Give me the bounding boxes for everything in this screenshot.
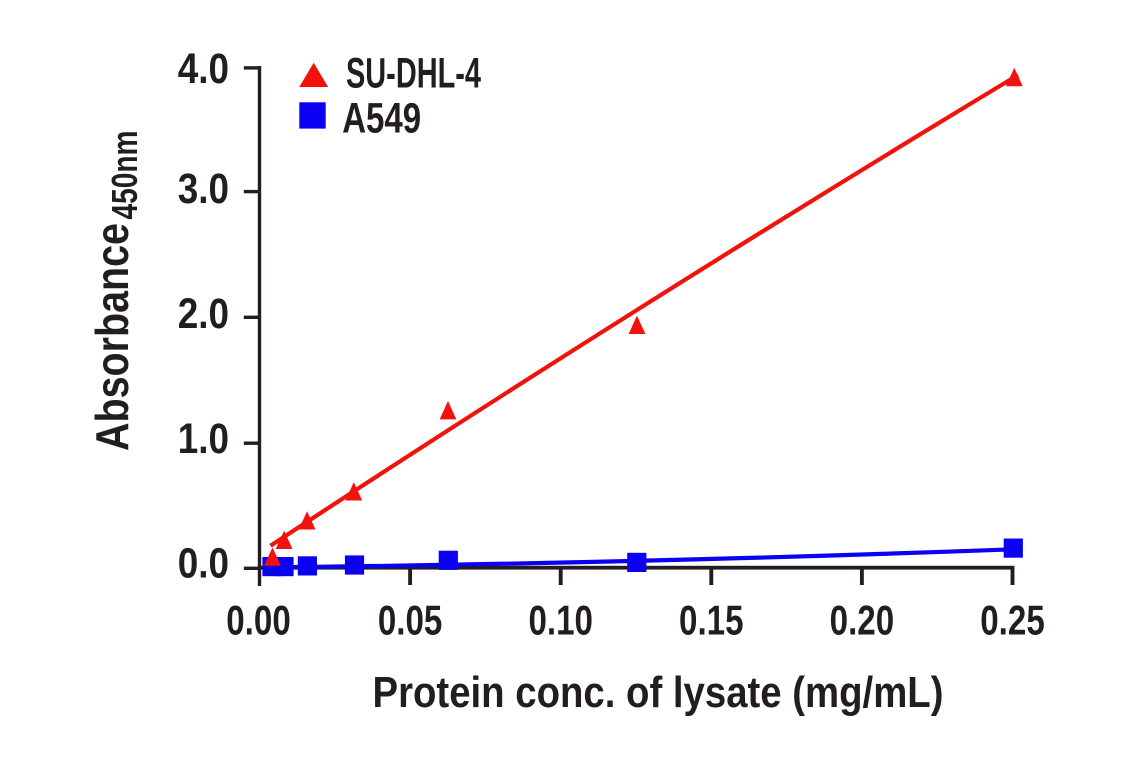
svg-text:3.0: 3.0 <box>178 166 229 213</box>
svg-text:Protein conc. of lysate (mg/mL: Protein conc. of lysate (mg/mL) <box>373 668 944 717</box>
svg-text:0.05: 0.05 <box>378 596 443 643</box>
svg-text:4.0: 4.0 <box>178 46 229 93</box>
svg-text:450nm: 450nm <box>104 131 145 220</box>
svg-text:0.15: 0.15 <box>679 596 744 643</box>
svg-text:2.0: 2.0 <box>178 291 229 338</box>
svg-text:A549: A549 <box>342 94 421 142</box>
svg-text:0.10: 0.10 <box>528 596 593 643</box>
svg-text:SU-DHL-4: SU-DHL-4 <box>346 49 481 97</box>
svg-text:0.00: 0.00 <box>226 596 291 643</box>
svg-text:1.0: 1.0 <box>178 416 229 463</box>
svg-text:0.20: 0.20 <box>830 596 895 643</box>
svg-text:0.0: 0.0 <box>178 541 229 588</box>
svg-text:Absorbance: Absorbance <box>86 223 138 451</box>
svg-text:0.25: 0.25 <box>980 596 1045 643</box>
